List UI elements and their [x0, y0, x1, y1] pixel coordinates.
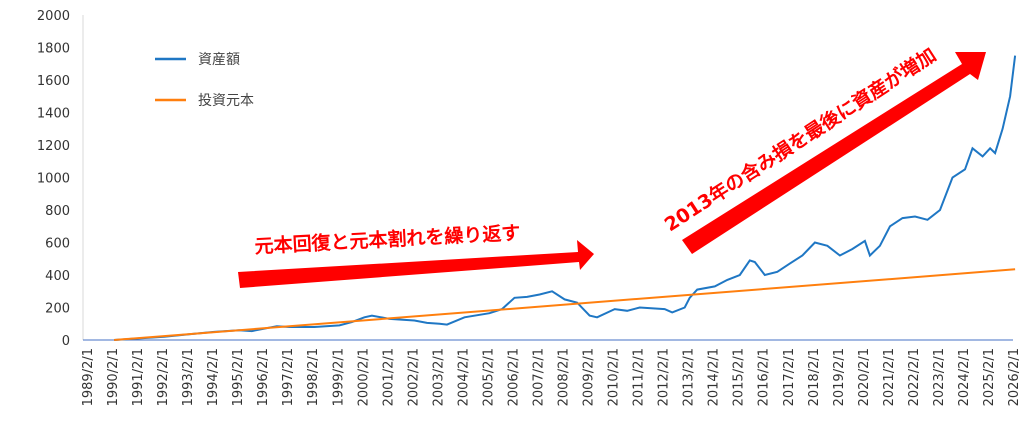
x-tick-label: 1994/2/1 [206, 348, 221, 406]
x-tick-label: 2008/2/1 [557, 348, 572, 406]
y-tick-label: 200 [45, 302, 70, 317]
x-tick-label: 2018/2/1 [807, 348, 822, 406]
y-tick-label: 1200 [37, 139, 70, 154]
x-tick-label: 2007/2/1 [531, 348, 546, 406]
y-tick-label: 800 [45, 204, 70, 219]
x-tick-label: 1998/2/1 [306, 348, 321, 406]
x-tick-label: 2005/2/1 [481, 348, 496, 406]
x-tick-label: 2009/2/1 [582, 348, 597, 406]
y-tick-label: 0 [62, 334, 70, 349]
x-tick-label: 2000/2/1 [356, 348, 371, 406]
series-line-0 [114, 55, 1017, 341]
y-tick-label: 1000 [37, 172, 70, 187]
legend-label-principal: 投資元本 [198, 93, 254, 109]
x-tick-label: 1993/2/1 [181, 348, 196, 406]
x-tick-label: 2013/2/1 [682, 348, 697, 406]
x-tick-label: 2001/2/1 [381, 348, 396, 406]
x-tick-label: 2012/2/1 [657, 348, 672, 406]
y-tick-label: 400 [45, 269, 70, 284]
y-tick-label: 1400 [37, 107, 70, 122]
legend-label-asset: 資産額 [198, 52, 240, 68]
x-tick-label: 2011/2/1 [632, 348, 647, 406]
x-tick-label: 2023/2/1 [932, 348, 947, 406]
x-tick-label: 2025/2/1 [982, 348, 997, 406]
x-tick-label: 1990/2/1 [106, 348, 121, 406]
x-tick-label: 2002/2/1 [406, 348, 421, 406]
x-tick-label: 2010/2/1 [607, 348, 622, 406]
y-tick-label: 1800 [37, 42, 70, 57]
x-tick-label: 1997/2/1 [281, 348, 296, 406]
x-tick-label: 2020/2/1 [857, 348, 872, 406]
x-tick-label: 1995/2/1 [231, 348, 246, 406]
annotation-text-1: 元本回復と元本割れを繰り返す [254, 221, 521, 258]
y-tick-label: 600 [45, 237, 70, 252]
legend: 資産額 投資元本 [155, 52, 254, 109]
x-tick-label: 2014/2/1 [707, 348, 722, 406]
series-line-1 [114, 268, 1016, 341]
annotation-arrow-2 [682, 52, 986, 254]
annotation-arrow-1 [238, 240, 594, 288]
x-tick-label: 1989/2/1 [81, 348, 96, 406]
x-tick-label: 2022/2/1 [907, 348, 922, 406]
x-tick-label: 2017/2/1 [782, 348, 797, 406]
x-tick-label: 2019/2/1 [832, 348, 847, 406]
x-tick-label: 2003/2/1 [431, 348, 446, 406]
x-tick-label: 1991/2/1 [131, 348, 146, 406]
x-tick-label: 1992/2/1 [156, 348, 171, 406]
x-tick-label: 2015/2/1 [732, 348, 747, 406]
x-tick-label: 2024/2/1 [957, 348, 972, 406]
x-tick-label: 1999/2/1 [331, 348, 346, 406]
x-tick-label: 2026/2/1 [1007, 348, 1022, 406]
y-tick-label: 2000 [37, 9, 70, 24]
y-tick-label: 1600 [37, 74, 70, 89]
x-tick-label: 2016/2/1 [757, 348, 772, 406]
x-tick-label: 1996/2/1 [256, 348, 271, 406]
annotation-text-2: 2013年の含み損を最後に資産が増加 [660, 43, 940, 236]
x-tick-label: 2006/2/1 [506, 348, 521, 406]
x-tick-label: 2004/2/1 [456, 348, 471, 406]
x-tick-label: 2021/2/1 [882, 348, 897, 406]
